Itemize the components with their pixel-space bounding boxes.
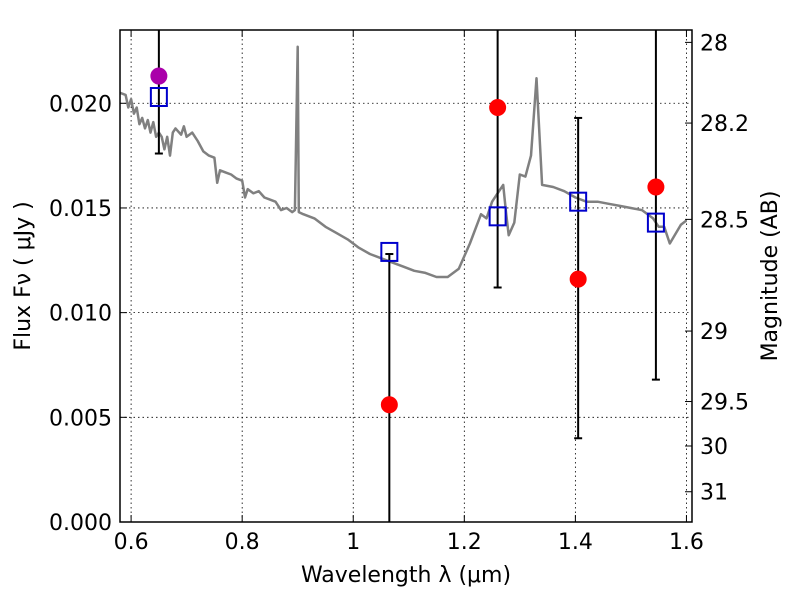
observed-flux-point (569, 270, 587, 288)
y2-tick-label: 28.2 (700, 112, 749, 137)
y-tick-label: 0.020 (49, 92, 112, 117)
y2-ticks: 28 28.2 28.5 29 29.5 30 31 (685, 31, 749, 506)
y2-tick-label: 28.5 (700, 208, 749, 233)
model-flux-square (646, 212, 665, 233)
x-ticks: 0.6 0.8 1 1.2 1.4 1.6 (114, 30, 704, 555)
axes-frame (119, 29, 693, 523)
x-tick-label: 1 (346, 530, 360, 555)
y-tick-label: 0.010 (49, 302, 112, 327)
y2-axis-label: Magnitude (AB) (758, 191, 783, 362)
model-spectrum-line (120, 45, 688, 279)
y-ticks: 0.000 0.005 0.010 0.015 0.020 (49, 92, 127, 536)
observed-flux-point (380, 396, 398, 414)
observed-flux-point (489, 98, 507, 116)
model-flux-square (488, 206, 507, 227)
y2-tick-label: 29 (700, 320, 728, 345)
y-tick-label: 0.005 (49, 406, 112, 431)
y-axis-label: Flux Fν ( μJy ) (11, 201, 36, 350)
y2-tick-label: 30 (700, 435, 728, 460)
model-flux-square (380, 241, 399, 262)
plot-area (120, 30, 688, 522)
x-tick-label: 0.6 (114, 530, 149, 555)
y2-tick-label: 31 (700, 481, 728, 506)
grid-lines (120, 30, 692, 523)
y2-tick-label: 28 (700, 31, 728, 56)
observed-flux-point-highlight (150, 67, 168, 85)
y-tick-label: 0.015 (49, 197, 112, 222)
x-tick-label: 0.8 (225, 530, 260, 555)
x-axis-label: Wavelength λ (μm) (301, 563, 511, 588)
model-flux-square (569, 191, 588, 212)
plot-inner (120, 30, 688, 522)
observed-flux-point (647, 178, 665, 196)
model-flux-square (149, 86, 168, 107)
x-tick-label: 1.6 (669, 530, 704, 555)
x-tick-label: 1.2 (447, 530, 482, 555)
y-tick-label: 0.000 (49, 511, 112, 536)
y2-tick-label: 29.5 (700, 391, 749, 416)
x-tick-label: 1.4 (558, 530, 593, 555)
